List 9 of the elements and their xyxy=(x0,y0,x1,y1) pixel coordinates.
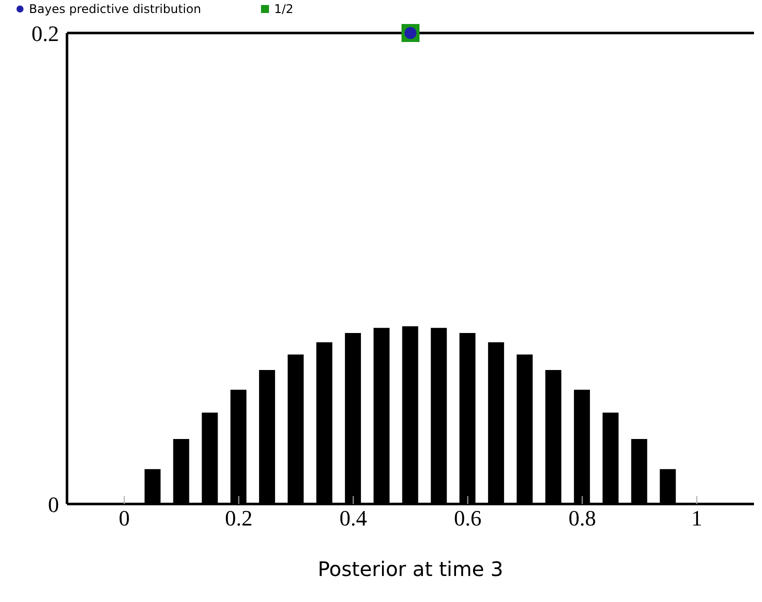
x-tick-label: 1 xyxy=(691,506,702,531)
legend-label: 1/2 xyxy=(274,2,294,16)
legend-label: Bayes predictive distribution xyxy=(29,2,202,16)
x-tick-label: 0.2 xyxy=(225,506,252,531)
x-tick-label: 0 xyxy=(118,506,130,531)
x-tick-label: 0.4 xyxy=(340,506,367,531)
x-tick-label: 0.8 xyxy=(568,506,596,531)
x-axis-title: Posterior at time 3 xyxy=(318,557,504,581)
x-tick-label: 0.6 xyxy=(454,506,482,531)
